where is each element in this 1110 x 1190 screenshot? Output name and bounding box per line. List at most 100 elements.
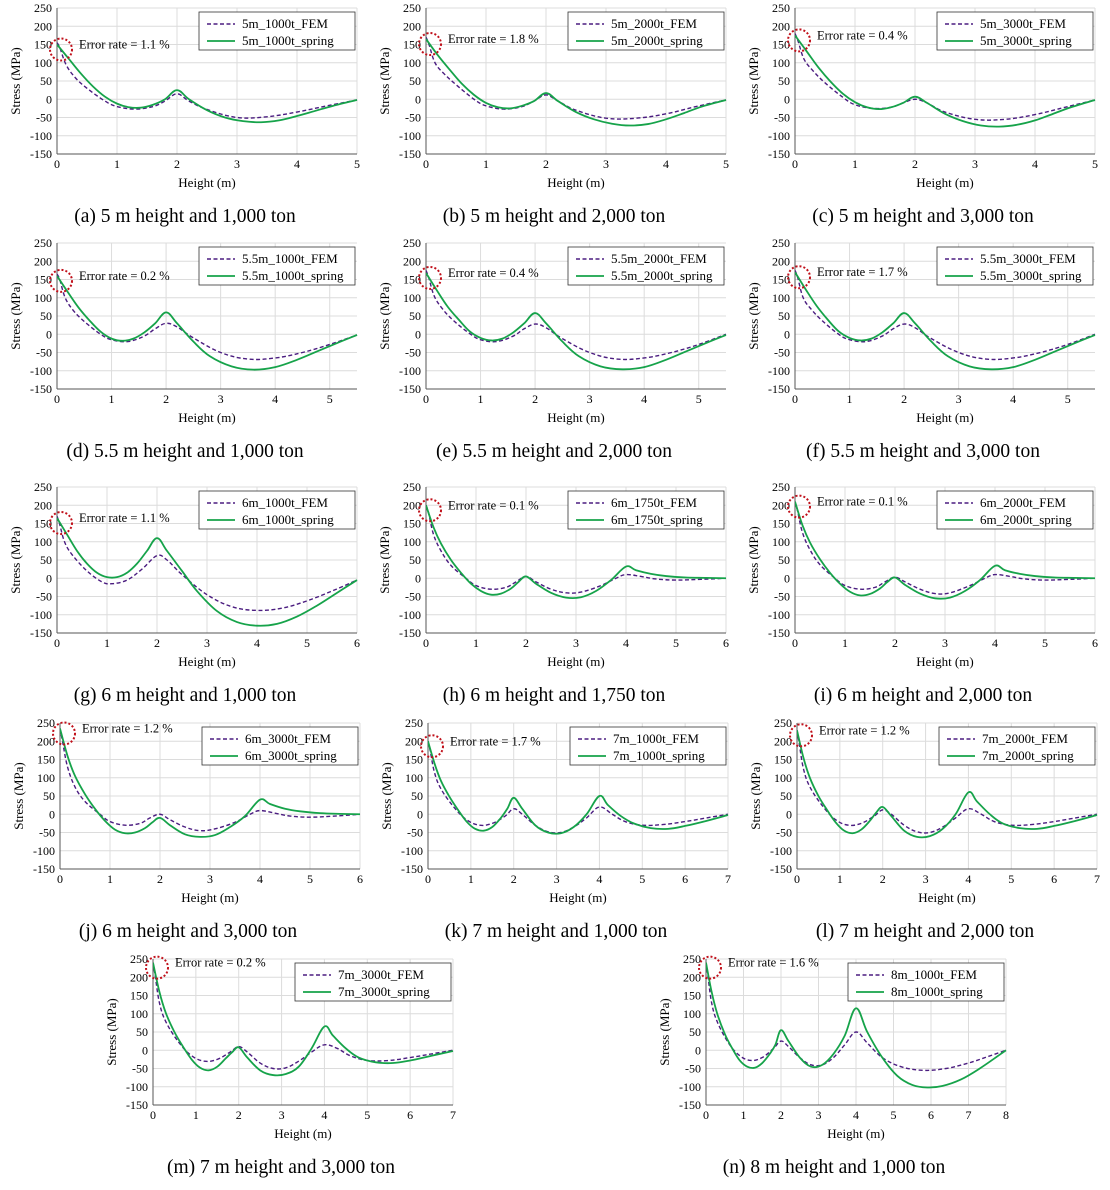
y-tick-label: 50 <box>409 74 421 88</box>
y-tick-label: 200 <box>34 254 52 268</box>
x-tick-label: 4 <box>254 636 260 650</box>
x-tick-label: 4 <box>1032 157 1038 171</box>
x-tick-label: 6 <box>928 1108 934 1122</box>
x-tick-label: 1 <box>107 872 113 886</box>
legend-box <box>198 490 356 530</box>
error-rate-label: Error rate = 0.4 % <box>448 266 539 280</box>
x-tick-label: 3 <box>207 872 213 886</box>
y-tick-label: -100 <box>30 364 52 378</box>
fem-series-line <box>706 962 1007 1072</box>
error-highlight-circle <box>418 265 442 290</box>
chart-panel-b: 250 200 150 100 50 0 -50 -100 -150 0 1 2 3 4 5 Height (… <box>369 1 739 214</box>
y-tick-label: 150 <box>34 38 52 52</box>
y-tick-label: 250 <box>774 716 792 730</box>
y-tick-label: 200 <box>403 19 421 33</box>
legend: 5.5m_2000t_FEM 5.5m_2000t_spring <box>567 246 725 286</box>
error-highlight-circle <box>787 265 811 290</box>
y-tick-label: 0 <box>142 1043 148 1057</box>
x-tick-label: 3 <box>204 636 210 650</box>
error-rate-label: Error rate = 1.2 % <box>82 721 173 735</box>
y-tick-label: -100 <box>30 608 52 622</box>
y-tick-label: 0 <box>46 92 52 106</box>
spring-series-line <box>57 517 358 627</box>
y-tick-label: 50 <box>409 553 421 567</box>
chart-panel-n: 250 200 150 100 50 0 -50 -100 -150 0 1 2 3 4 5 6 7 8 Heigh… <box>649 952 1019 1165</box>
x-tick-label: 2 <box>511 872 517 886</box>
x-axis-label: Height (m) <box>549 890 606 905</box>
y-tick-label: 250 <box>772 1 790 15</box>
x-tick-label: 5 <box>354 157 360 171</box>
legend-entry-label: 6m_1000t_FEM <box>242 495 328 510</box>
x-tick-label: 4 <box>257 872 263 886</box>
y-tick-label: 0 <box>49 807 55 821</box>
y-tick-label: 250 <box>683 952 701 966</box>
y-tick-label: 250 <box>405 716 423 730</box>
error-rate-label: Error rate = 1.2 % <box>819 723 910 737</box>
y-tick-label: -100 <box>401 844 423 858</box>
x-tick-label: 4 <box>992 636 998 650</box>
y-tick-label: 0 <box>695 1043 701 1057</box>
legend-box <box>567 246 725 286</box>
y-tick-label: 250 <box>34 480 52 494</box>
y-tick-label: 0 <box>46 327 52 341</box>
y-tick-label: -50 <box>405 590 421 604</box>
y-tick-label: 0 <box>417 807 423 821</box>
y-tick-label: -100 <box>768 364 790 378</box>
y-tick-label: 50 <box>411 789 423 803</box>
y-axis-label: Stress (MPa) <box>377 282 392 350</box>
x-tick-label: 4 <box>596 872 602 886</box>
y-tick-label: -50 <box>132 1062 148 1076</box>
panel-caption-m: (m) 7 m height and 3,000 ton <box>166 1157 395 1178</box>
spring-series-line <box>426 272 727 371</box>
legend-entry-label: 6m_1000t_spring <box>242 512 334 527</box>
spring-series-line <box>795 501 1096 600</box>
y-tick-label: 50 <box>778 309 790 323</box>
x-tick-label: 3 <box>942 636 948 650</box>
y-tick-label: -150 <box>770 862 792 876</box>
y-tick-label: 100 <box>772 291 790 305</box>
y-tick-label: 50 <box>778 553 790 567</box>
y-tick-label: 250 <box>34 1 52 15</box>
x-tick-label: 7 <box>966 1108 972 1122</box>
y-tick-label: 100 <box>130 1007 148 1021</box>
x-tick-label: 5 <box>639 872 645 886</box>
x-tick-label: 5 <box>673 636 679 650</box>
y-tick-label: -150 <box>33 862 55 876</box>
x-tick-label: 0 <box>794 872 800 886</box>
y-tick-label: 100 <box>403 291 421 305</box>
x-tick-label: 1 <box>842 636 848 650</box>
y-tick-label: 100 <box>772 535 790 549</box>
chart-panel-d: 250 200 150 100 50 0 -50 -100 -150 0 1 2 3 4 5 Height (… <box>0 236 370 449</box>
legend-entry-label: 5.5m_3000t_spring <box>980 268 1082 283</box>
x-tick-label: 4 <box>321 1108 327 1122</box>
y-tick-label: 200 <box>130 970 148 984</box>
spring-series-line <box>797 730 1098 839</box>
x-tick-label: 6 <box>407 1108 413 1122</box>
y-tick-label: 150 <box>683 989 701 1003</box>
y-tick-label: -150 <box>126 1098 148 1112</box>
x-tick-label: 5 <box>304 636 310 650</box>
x-tick-label: 1 <box>473 636 479 650</box>
x-tick-label: 4 <box>853 1108 859 1122</box>
y-tick-label: -50 <box>776 826 792 840</box>
x-tick-label: 3 <box>972 157 978 171</box>
x-tick-label: 0 <box>54 392 60 406</box>
x-tick-label: 7 <box>1094 872 1100 886</box>
y-tick-label: 100 <box>774 771 792 785</box>
legend: 5m_2000t_FEM 5m_2000t_spring <box>567 11 725 51</box>
x-axis-label: Height (m) <box>918 890 975 905</box>
legend: 6m_1000t_FEM 6m_1000t_spring <box>198 490 356 530</box>
y-tick-label: -50 <box>774 346 790 360</box>
legend-box <box>198 11 356 51</box>
x-tick-label: 5 <box>891 1108 897 1122</box>
error-highlight-circle <box>420 734 444 759</box>
y-tick-label: 250 <box>403 1 421 15</box>
x-tick-label: 6 <box>682 872 688 886</box>
y-tick-label: 0 <box>46 571 52 585</box>
panel-caption-l: (l) 7 m height and 2,000 ton <box>815 921 1035 942</box>
